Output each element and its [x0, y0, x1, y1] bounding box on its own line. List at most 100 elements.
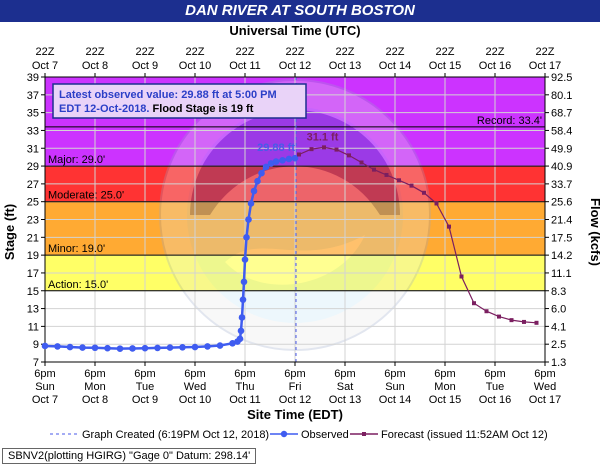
- x-bottom-tick-weekday: Tue: [136, 381, 155, 393]
- x-bottom-tick-weekday: Mon: [434, 381, 455, 393]
- observed-point: [191, 343, 199, 351]
- x-axis-utc: 22Z Oct 7 22Z Oct 8 22Z Oct 9 22Z Oct 10 22Z Oct …: [32, 46, 561, 77]
- y-tick-label: 21: [27, 232, 39, 244]
- legend-observed-marker: [280, 430, 288, 438]
- x-top-tick-time: 22Z: [386, 46, 405, 58]
- observed-point: [237, 327, 245, 335]
- y-tick-label: 9: [33, 339, 39, 351]
- y2-tick-label: 14.2: [551, 250, 572, 262]
- y2-tick-label: 8.3: [551, 286, 566, 298]
- observed-point: [291, 154, 299, 162]
- y2-tick-label: 21.4: [551, 215, 572, 227]
- x-top-tick-day: Oct 11: [229, 60, 261, 72]
- forecast-point: [334, 147, 339, 152]
- x-top-tick-time: 22Z: [186, 46, 205, 58]
- y2-tick-label: 58.4: [551, 125, 572, 137]
- forecast-point: [434, 201, 439, 206]
- y2-tick-label: 92.5: [551, 72, 572, 84]
- observed-point: [54, 343, 61, 350]
- y2-axis-title: Flow (kcfs): [588, 198, 600, 266]
- x-bottom-tick-day: Oct 11: [229, 394, 261, 406]
- observed-point: [245, 216, 252, 223]
- x-top-tick-time: 22Z: [436, 46, 455, 58]
- x-bottom-tick-time: 6pm: [184, 368, 205, 380]
- x-bottom-tick-day: Oct 12: [279, 394, 311, 406]
- observed-point: [229, 339, 236, 347]
- y-tick-label: 25: [27, 197, 39, 209]
- observed-point: [216, 342, 224, 349]
- forecast-point: [359, 160, 364, 165]
- forecast-point: [447, 224, 451, 229]
- observed-point: [241, 256, 249, 263]
- x-bottom-tick-day: Oct 17: [529, 394, 561, 406]
- x-bottom-tick-weekday: Wed: [534, 381, 556, 393]
- x-top-tick-time: 22Z: [236, 46, 255, 58]
- x-top-tick-day: Oct 16: [479, 60, 511, 72]
- observed-point: [272, 158, 280, 165]
- observed-point: [285, 155, 293, 163]
- observed-point: [250, 187, 258, 195]
- x-bottom-tick-weekday: Sun: [35, 381, 55, 393]
- info-line-2-wrap: EDT 12-Oct-2018. Flood Stage is 19 ft: [59, 103, 254, 115]
- flood-band-labels: Action: 15.0' Minor: 19.0' Moderate: 25.0'…: [45, 154, 545, 292]
- y-tick-label: 13: [27, 304, 39, 316]
- x-top-tick-day: Oct 13: [329, 60, 361, 72]
- x-bottom-tick-day: Oct 8: [82, 394, 108, 406]
- observed-point: [141, 344, 149, 352]
- datum-info: SBNV2(plotting HGIRG) "Gage 0" Datum: 29…: [2, 448, 257, 464]
- x-top-tick-day: Oct 12: [279, 60, 311, 72]
- forecast-point: [372, 167, 376, 172]
- y-tick-label: 23: [27, 215, 39, 227]
- observed-point: [243, 234, 250, 241]
- forecast-point: [534, 320, 539, 325]
- x-bottom-tick-time: 6pm: [134, 368, 155, 380]
- x-top-tick-day: Oct 8: [82, 60, 108, 72]
- x-bottom-tick-time: 6pm: [84, 368, 105, 380]
- observed-point: [204, 343, 211, 350]
- y-tick-label: 35: [27, 108, 39, 120]
- forecast-point: [472, 301, 476, 306]
- y2-tick-label: 80.1: [551, 90, 572, 102]
- x-bottom-tick-day: Oct 10: [179, 394, 211, 406]
- x-bottom-tick-time: 6pm: [34, 368, 55, 380]
- observed-point: [91, 344, 99, 352]
- observed-point: [239, 296, 247, 303]
- y-tick-label: 17: [27, 268, 39, 280]
- x-axis-title: Site Time (EDT): [247, 407, 343, 422]
- observed-point: [129, 345, 136, 352]
- y2-tick-label: 17.5: [551, 232, 572, 244]
- y2-tick-label: 33.7: [551, 179, 572, 191]
- legend: Graph Created (6:19PM Oct 12, 2018) Obse…: [50, 429, 548, 441]
- x-top-tick-time: 22Z: [86, 46, 105, 58]
- x-bottom-tick-weekday: Thu: [236, 381, 255, 393]
- observed-point: [258, 169, 265, 177]
- x-top-tick-day: Oct 15: [429, 60, 461, 72]
- x-bottom-tick-weekday: Sat: [337, 381, 354, 393]
- legend-forecast-label: Forecast (issued 11:52AM Oct 12): [381, 429, 548, 441]
- observed-point: [116, 345, 124, 352]
- x-bottom-tick-weekday: Wed: [184, 381, 206, 393]
- value-annotation-1: 31.1 ft: [307, 131, 339, 143]
- x-top-tick-day: Oct 9: [132, 60, 158, 72]
- observed-point: [179, 344, 186, 351]
- y-axis-title: Stage (ft): [2, 204, 17, 260]
- x-bottom-tick-day: Oct 16: [479, 394, 511, 406]
- value-annotation-0: 29.88 ft: [257, 142, 295, 154]
- y-tick-label: 33: [27, 125, 39, 137]
- observed-point: [262, 163, 270, 171]
- annotations: 29.88 ft 31.1 ft: [257, 131, 339, 154]
- y-tick-label: 27: [27, 179, 39, 191]
- record-label: Record: 33.4': [477, 115, 542, 127]
- flood-band-label-3: Major: 29.0': [48, 154, 105, 166]
- x-bottom-tick-day: Oct 13: [329, 394, 361, 406]
- x-bottom-tick-time: 6pm: [484, 368, 505, 380]
- observed-point: [254, 177, 261, 185]
- x-bottom-tick-day: Oct 7: [32, 394, 58, 406]
- forecast-point: [459, 274, 464, 279]
- x-bottom-tick-day: Oct 9: [132, 394, 158, 406]
- y2-tick-label: 25.6: [551, 197, 572, 209]
- x-top-tick-time: 22Z: [136, 46, 155, 58]
- forecast-point: [497, 314, 501, 319]
- forecast-line: [298, 146, 537, 324]
- forecast-point: [384, 172, 389, 177]
